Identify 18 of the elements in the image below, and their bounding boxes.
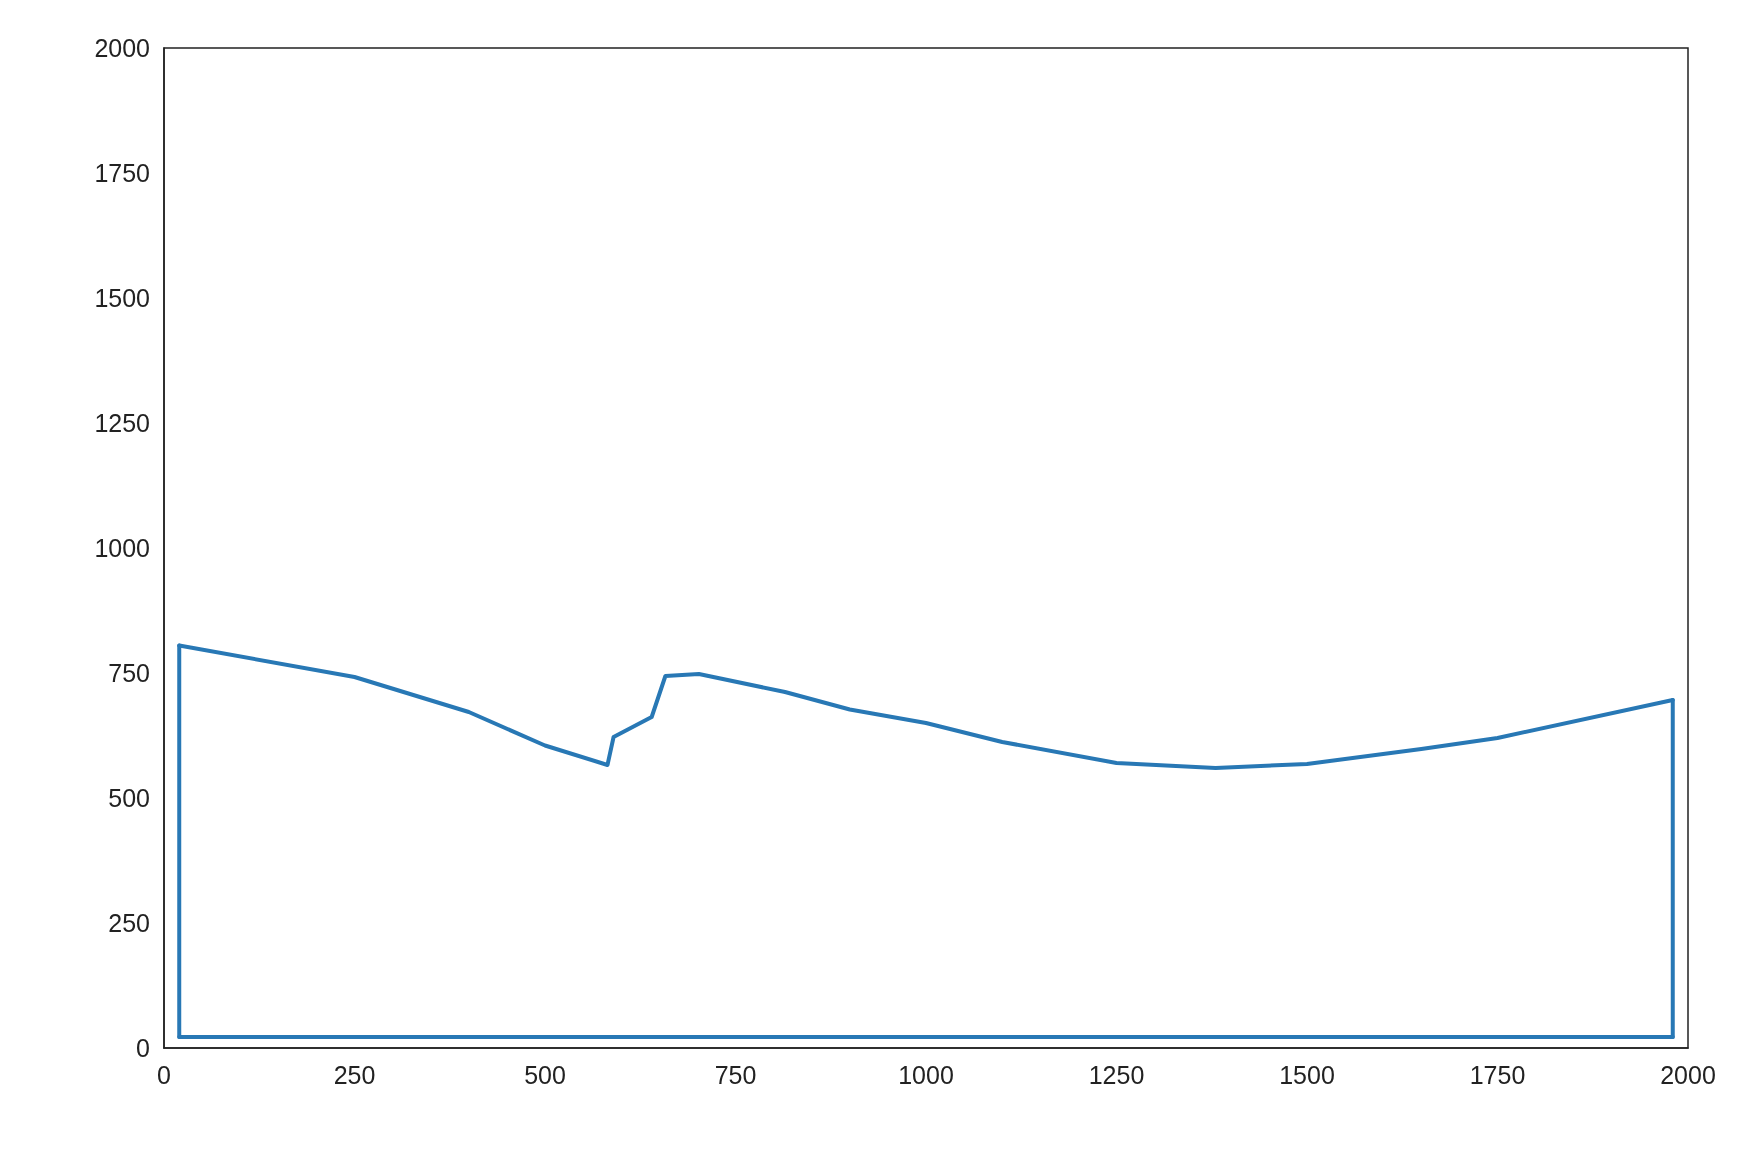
x-tick-label: 0 [157,1060,171,1089]
x-tick-label: 1000 [898,1060,954,1089]
y-tick-label: 250 [108,909,150,937]
x-tick-label: 250 [333,1060,376,1089]
x-tick-label: 500 [524,1060,566,1089]
y-tick-label: 1000 [94,534,150,562]
x-tick-label: 1250 [1088,1060,1145,1089]
x-tick-label: 1750 [1469,1060,1526,1089]
y-tick-label: 500 [108,784,150,812]
y-tick-label: 0 [136,1034,150,1062]
x-tick-label: 2000 [1660,1060,1716,1089]
y-tick-label: 1250 [94,409,150,437]
y-tick-label: 2000 [94,34,150,62]
y-tick-label: 750 [108,659,150,687]
y-tick-label: 1500 [94,284,150,312]
x-tick-label: 1500 [1279,1060,1335,1089]
y-tick-label: 1750 [94,159,150,187]
x-tick-label: 750 [714,1060,757,1089]
